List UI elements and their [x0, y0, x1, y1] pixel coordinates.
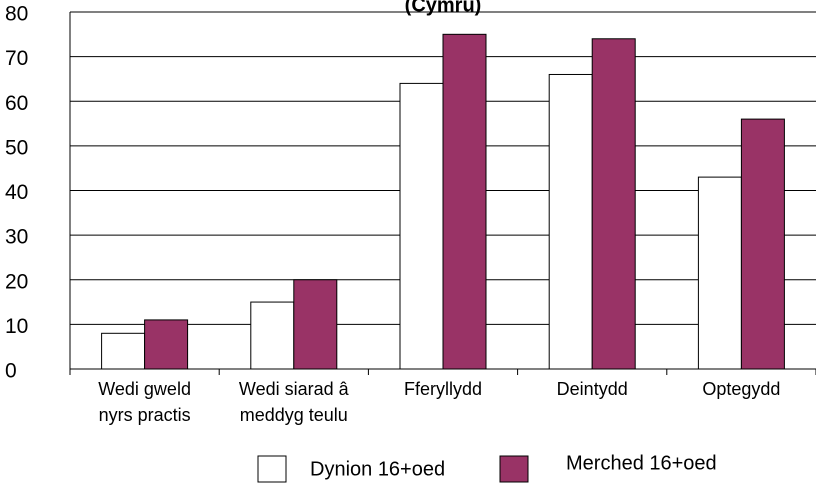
bar [442, 33, 487, 370]
x-tick-label: Optegydd [702, 379, 780, 399]
y-tick-label: 60 [5, 92, 28, 115]
y-tick-label: 50 [5, 136, 28, 159]
y-tick-label: 10 [5, 315, 28, 338]
x-tick-label: Wedi gweld [98, 379, 191, 399]
legend-label: Merched 16+oed [566, 452, 717, 474]
y-tick-label: 70 [5, 47, 28, 70]
bar [740, 118, 785, 370]
y-tick-label: 30 [5, 226, 28, 249]
y-tick-label: 80 [5, 3, 28, 26]
y-tick-label: 40 [5, 181, 28, 204]
y-tick-label: 0 [5, 360, 17, 383]
legend-swatch [257, 455, 287, 483]
x-tick-label: Deintydd [557, 379, 628, 399]
bar [697, 176, 742, 370]
bar [144, 319, 189, 370]
legend-label: Dynion 16+oed [310, 458, 445, 480]
bar [591, 38, 636, 370]
x-tick-label: nyrs practis [99, 405, 191, 425]
x-tick-label: Fferyllydd [404, 379, 482, 399]
bar [101, 332, 146, 370]
bar [548, 73, 593, 370]
y-tick-label: 20 [5, 270, 28, 293]
bar [399, 82, 444, 370]
bar [293, 279, 338, 370]
chart-title: (Cymru) [405, 0, 482, 16]
x-tick-label: meddyg teulu [240, 405, 348, 425]
bar [250, 301, 295, 370]
x-tick-label: Wedi siarad â [239, 379, 350, 399]
legend-swatch [499, 455, 529, 483]
